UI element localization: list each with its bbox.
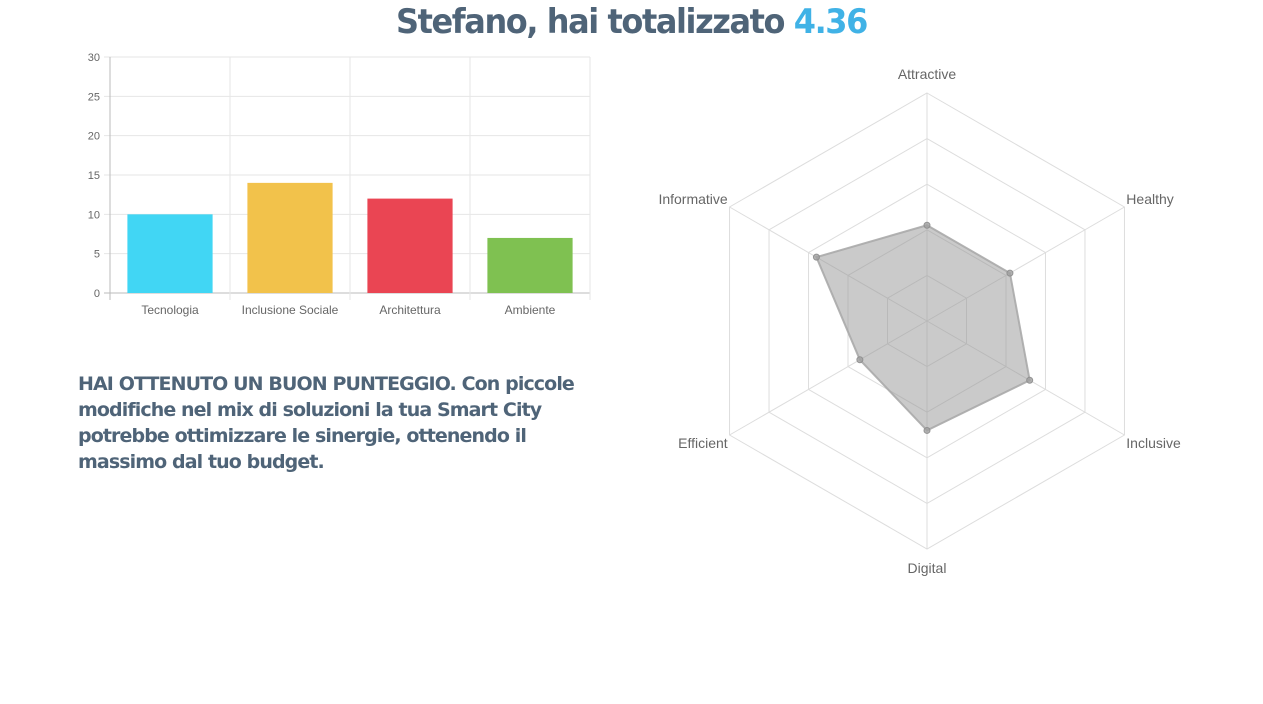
radar-chart: Attractive Healthy Inclusive Digital Efficie… <box>658 66 1181 576</box>
y-tick-label: 30 <box>88 52 100 64</box>
page-title: Stefano, hai totalizzato 4.36 <box>38 0 1225 44</box>
y-tick-label: 15 <box>88 170 100 182</box>
radar-point <box>856 356 864 364</box>
result-message-body: Con piccole modifiche nel mix di soluzio… <box>78 373 575 473</box>
bar-architettura <box>367 198 453 293</box>
y-tick-label: 10 <box>88 209 100 221</box>
radar-point <box>812 253 820 261</box>
result-message-lead: HAI OTTENUTO UN BUON PUNTEGGIO. <box>78 373 457 395</box>
radar-point <box>923 426 931 434</box>
bar-ambiente <box>487 237 573 293</box>
y-tick-label: 0 <box>94 288 100 300</box>
x-tick-label: Tecnologia <box>141 303 199 317</box>
radar-axis-label: Informative <box>658 191 727 207</box>
radar-axis-label: Attractive <box>898 66 957 82</box>
bar-tecnologia <box>127 214 213 293</box>
result-message: HAI OTTENUTO UN BUON PUNTEGGIO. Con picc… <box>78 371 618 475</box>
radar-point <box>1006 269 1014 277</box>
radar-axis-label: Inclusive <box>1126 435 1181 451</box>
x-tick-label: Architettura <box>379 303 441 317</box>
title-prefix: Stefano, hai totalizzato <box>396 2 794 42</box>
y-tick-label: 20 <box>88 131 100 143</box>
y-tick-label: 5 <box>94 249 100 261</box>
bar-inclusione-sociale <box>247 182 333 293</box>
radar-series-area <box>815 224 1031 432</box>
bar-chart: 0 5 10 15 20 25 30 Tecnologia Inclusione Sociale… <box>88 52 591 317</box>
x-tick-label: Inclusione Sociale <box>242 303 339 317</box>
x-tick-label: Ambiente <box>505 303 556 317</box>
radar-axis-label: Healthy <box>1126 191 1173 207</box>
radar-point <box>923 221 931 229</box>
y-tick-label: 25 <box>88 91 100 103</box>
radar-axis-label: Efficient <box>678 435 728 451</box>
radar-axis-label: Digital <box>908 560 947 576</box>
total-score: 4.36 <box>793 2 869 42</box>
radar-point <box>1026 376 1034 384</box>
